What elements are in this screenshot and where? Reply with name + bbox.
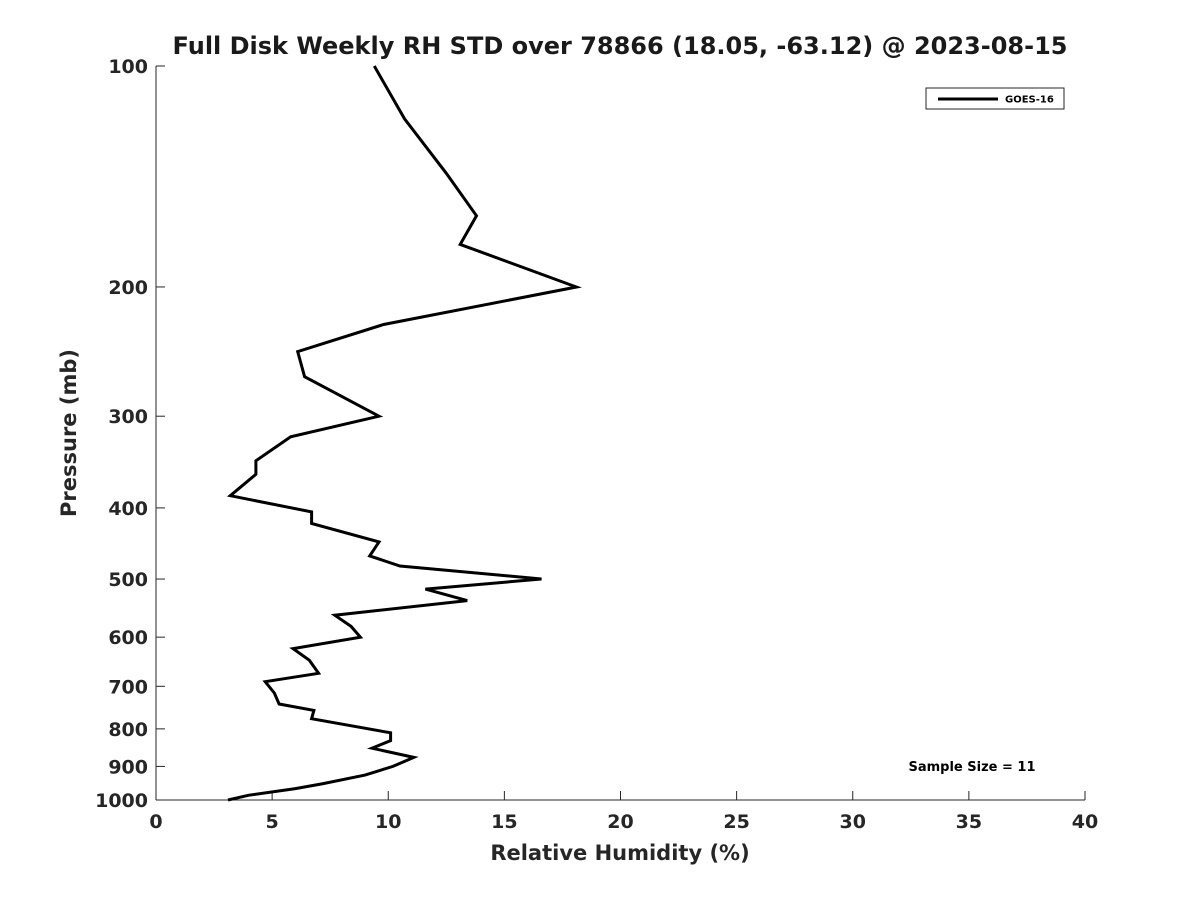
legend: GOES-16 [925, 87, 1065, 110]
y-tick-label: 300 [108, 406, 148, 428]
y-tick-label: 800 [108, 719, 148, 741]
x-tick-label: 30 [840, 811, 866, 833]
x-tick-label: 0 [149, 811, 162, 833]
series-line-goes16 [226, 65, 582, 802]
x-tick-label: 40 [1072, 811, 1098, 833]
y-tick-label: 600 [108, 627, 148, 649]
y-tick-label: 100 [108, 56, 148, 78]
x-axis-label: Relative Humidity (%) [490, 841, 749, 865]
y-axis-ticks: 100 200 300 400 500 600 700 800 900 1000 [95, 56, 165, 812]
sample-size-annotation: Sample Size = 11 [908, 760, 1035, 775]
x-tick-label: 15 [491, 811, 517, 833]
x-axis-ticks: 0 5 10 15 20 25 30 35 40 [149, 791, 1098, 833]
x-tick-label: 25 [723, 811, 749, 833]
x-tick-label: 35 [956, 811, 982, 833]
x-tick-label: 5 [266, 811, 279, 833]
y-tick-label: 200 [108, 277, 148, 299]
x-tick-label: 10 [375, 811, 401, 833]
x-tick-label: 20 [607, 811, 633, 833]
legend-label-goes16: GOES-16 [1005, 95, 1054, 106]
chart-title: Full Disk Weekly RH STD over 78866 (18.0… [173, 32, 1068, 60]
y-tick-label: 900 [108, 756, 148, 778]
y-tick-label: 400 [108, 498, 148, 520]
y-axis-label: Pressure (mb) [57, 349, 81, 517]
y-tick-label: 500 [108, 569, 148, 591]
y-tick-label: 1000 [95, 790, 148, 812]
y-tick-label: 700 [108, 676, 148, 698]
plot-area [155, 66, 1085, 801]
